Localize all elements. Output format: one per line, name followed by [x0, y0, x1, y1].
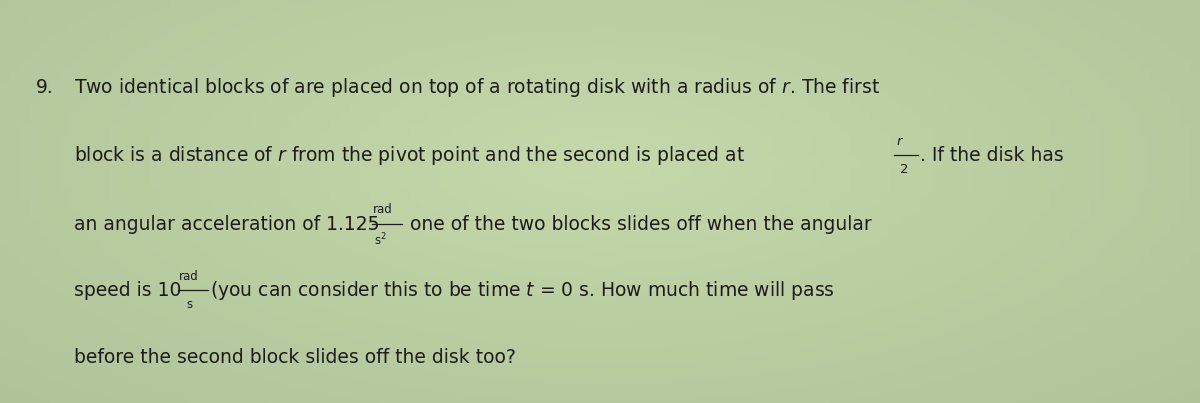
Text: 9.: 9. — [36, 78, 54, 97]
Text: rad: rad — [179, 270, 198, 283]
Text: . If the disk has: . If the disk has — [920, 146, 1064, 165]
Text: $\mathrm{s}^{2}$: $\mathrm{s}^{2}$ — [374, 231, 388, 248]
Text: $\mathit{r}$: $\mathit{r}$ — [896, 135, 905, 148]
Text: rad: rad — [373, 204, 392, 216]
Text: (you can consider this to be time $\mathit{t}$ = 0 s. How much time will pass: (you can consider this to be time $\math… — [210, 279, 835, 302]
Text: Two identical blocks of are placed on top of a rotating disk with a radius of $\: Two identical blocks of are placed on to… — [74, 76, 881, 99]
Text: 2: 2 — [900, 163, 908, 176]
Text: block is a distance of $\mathit{r}$ from the pivot point and the second is place: block is a distance of $\mathit{r}$ from… — [74, 144, 745, 167]
Text: before the second block slides off the disk too?: before the second block slides off the d… — [74, 348, 516, 367]
Text: one of the two blocks slides off when the angular: one of the two blocks slides off when th… — [404, 215, 872, 234]
Text: s: s — [186, 298, 192, 311]
Text: speed is 10: speed is 10 — [74, 281, 181, 300]
Text: an angular acceleration of 1.125: an angular acceleration of 1.125 — [74, 215, 380, 234]
